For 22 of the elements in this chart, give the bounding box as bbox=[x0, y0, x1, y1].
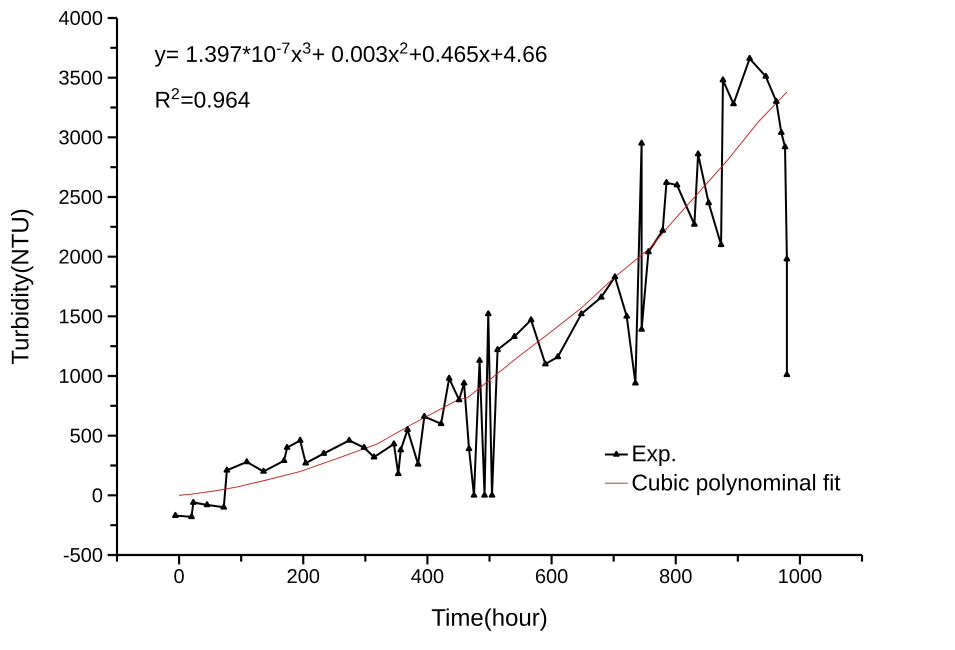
x-tick-label: 600 bbox=[536, 569, 568, 584]
y-axis-title: Turbidity(NTU) bbox=[10, 210, 34, 364]
legend-label: Exp. bbox=[633, 446, 675, 466]
x-tick-label: 800 bbox=[660, 569, 692, 584]
x-tick-label: 0 bbox=[174, 569, 184, 584]
y-tick-label: 4000 bbox=[58, 10, 102, 26]
annotation: y= 1.397*10$^{-7}$x$^{3}$+ 0.003x$^{2}$+0.465x+4.66 bbox=[154, 42, 546, 67]
x-tick-label: 1000 bbox=[779, 569, 822, 584]
annotation: R$^{2}$=0.964 bbox=[156, 88, 250, 108]
y-tick-label: 2500 bbox=[59, 190, 102, 204]
y-tick-label: 1000 bbox=[60, 368, 102, 384]
y-tick-label: -500 bbox=[64, 548, 102, 562]
x-tick-label: 400 bbox=[411, 569, 444, 584]
x-axis-title: Time(hour) bbox=[432, 608, 546, 631]
y-tick-label: 3500 bbox=[59, 70, 102, 85]
y-tick-label: 2000 bbox=[59, 250, 102, 264]
y-tick-label: 500 bbox=[70, 428, 102, 443]
y-tick-label: 0 bbox=[92, 488, 102, 502]
y-tick-label: 1500 bbox=[60, 309, 102, 324]
legend-label: Cubic polynominal fit bbox=[632, 474, 840, 496]
y-tick-label: 3000 bbox=[59, 130, 102, 144]
x-tick-label: 200 bbox=[288, 569, 320, 584]
